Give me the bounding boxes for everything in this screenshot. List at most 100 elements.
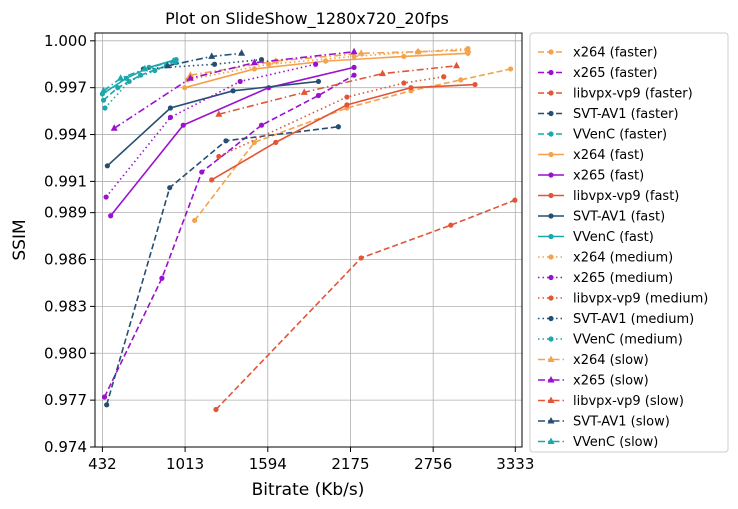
- legend-label: x264 (fast): [573, 148, 644, 163]
- data-point: [258, 122, 265, 128]
- data-point: [313, 61, 319, 67]
- x-tick-label: 1594: [249, 455, 287, 473]
- series-line: [104, 61, 177, 109]
- data-point: [104, 402, 110, 408]
- legend-label: x264 (medium): [573, 251, 673, 266]
- series-vvenc-slow: [100, 57, 177, 94]
- data-point: [126, 78, 132, 85]
- series-line: [105, 125, 339, 406]
- data-point: [251, 66, 258, 72]
- data-point: [408, 85, 414, 91]
- data-point: [441, 74, 447, 80]
- data-point: [351, 72, 357, 78]
- y-tick-label: 0.986: [44, 251, 87, 269]
- y-tick-label: 0.994: [44, 126, 87, 144]
- series-vvenc-medium: [102, 60, 179, 111]
- legend-marker: [548, 274, 554, 281]
- legend-label: x265 (slow): [573, 374, 649, 389]
- data-point: [414, 47, 422, 55]
- data-point: [472, 81, 478, 88]
- y-tick-label: 0.997: [44, 79, 87, 97]
- legend-label: x265 (fast): [573, 169, 644, 184]
- data-point: [208, 52, 216, 59]
- y-tick-label: 0.991: [44, 172, 87, 190]
- legend-marker: [548, 131, 554, 137]
- series-x264-fast: [182, 50, 471, 91]
- data-point: [464, 46, 472, 53]
- data-point: [101, 394, 108, 400]
- x-axis-ticks: 432 1013 1594 2175 2756 3333: [88, 447, 534, 473]
- legend-label: SVT-AV1 (slow): [573, 415, 670, 430]
- series-x265-medium: [103, 61, 319, 200]
- series-libvpx-vp9-fast: [209, 81, 478, 183]
- data-point: [401, 53, 407, 60]
- data-point: [215, 110, 223, 117]
- series-line: [106, 80, 319, 167]
- grid-lines: [95, 33, 522, 448]
- legend-marker: [548, 90, 554, 96]
- series-line: [110, 66, 355, 217]
- data-point: [300, 88, 308, 95]
- data-point: [258, 56, 265, 63]
- data-point: [379, 69, 387, 77]
- legend-marker: [548, 49, 554, 55]
- data-point: [238, 49, 246, 56]
- data-point: [350, 47, 358, 55]
- data-point: [315, 78, 322, 85]
- data-point: [237, 78, 243, 85]
- legend-label: x265 (medium): [573, 271, 673, 286]
- data-point: [117, 74, 125, 81]
- x-tick-label: 2175: [331, 455, 369, 473]
- data-point: [108, 213, 114, 219]
- legend-label: VVenC (fast): [573, 230, 654, 245]
- y-axis-ticks: 0.974 0.977 0.980 0.983 0.986 0.989 0.991 0.994…: [44, 32, 95, 456]
- series-line: [218, 65, 457, 116]
- series-x265-fast: [108, 64, 357, 219]
- x-tick-label: 432: [88, 455, 117, 473]
- data-point: [167, 114, 174, 120]
- legend-label: libvpx-vp9 (medium): [573, 292, 708, 307]
- x-tick-label: 2756: [414, 455, 452, 473]
- data-point: [216, 153, 222, 160]
- data-point: [358, 255, 364, 261]
- data-point: [315, 92, 322, 99]
- data-point: [273, 139, 279, 145]
- series-layer: [99, 46, 518, 413]
- legend-box: [529, 32, 729, 453]
- data-point: [100, 86, 108, 94]
- data-point: [512, 197, 518, 203]
- legend-marker: [548, 254, 554, 260]
- y-tick-label: 0.974: [44, 438, 87, 456]
- data-point: [335, 124, 341, 130]
- series-x265-slow: [110, 47, 358, 131]
- plot-frame: [94, 32, 523, 448]
- data-point: [152, 67, 158, 74]
- series-svt-av1-fast: [104, 78, 322, 169]
- legend-label: VVenC (medium): [573, 333, 683, 348]
- legend-label: SVT-AV1 (medium): [573, 312, 694, 327]
- legend-marker: [547, 396, 555, 403]
- data-point: [223, 138, 229, 144]
- data-point: [115, 85, 121, 91]
- legend-marker: [548, 69, 554, 76]
- series-line: [101, 58, 177, 95]
- series-svt-av1-faster: [104, 124, 341, 408]
- legend-marker: [548, 336, 554, 342]
- data-point: [110, 124, 118, 131]
- y-tick-label: 0.989: [44, 204, 87, 222]
- legend-label: x264 (slow): [573, 353, 649, 368]
- data-point: [351, 53, 357, 60]
- data-point: [458, 77, 464, 83]
- data-point: [230, 88, 236, 94]
- legend-label: SVT-AV1 (fast): [573, 210, 665, 225]
- data-point: [141, 64, 149, 72]
- data-point: [103, 194, 109, 200]
- series-svt-av1-slow: [164, 49, 246, 69]
- data-point: [102, 105, 108, 111]
- legend-marker: [548, 192, 554, 199]
- data-point: [169, 57, 177, 64]
- legend-marker: [547, 355, 555, 362]
- series-line: [187, 47, 468, 81]
- series-line: [103, 60, 174, 92]
